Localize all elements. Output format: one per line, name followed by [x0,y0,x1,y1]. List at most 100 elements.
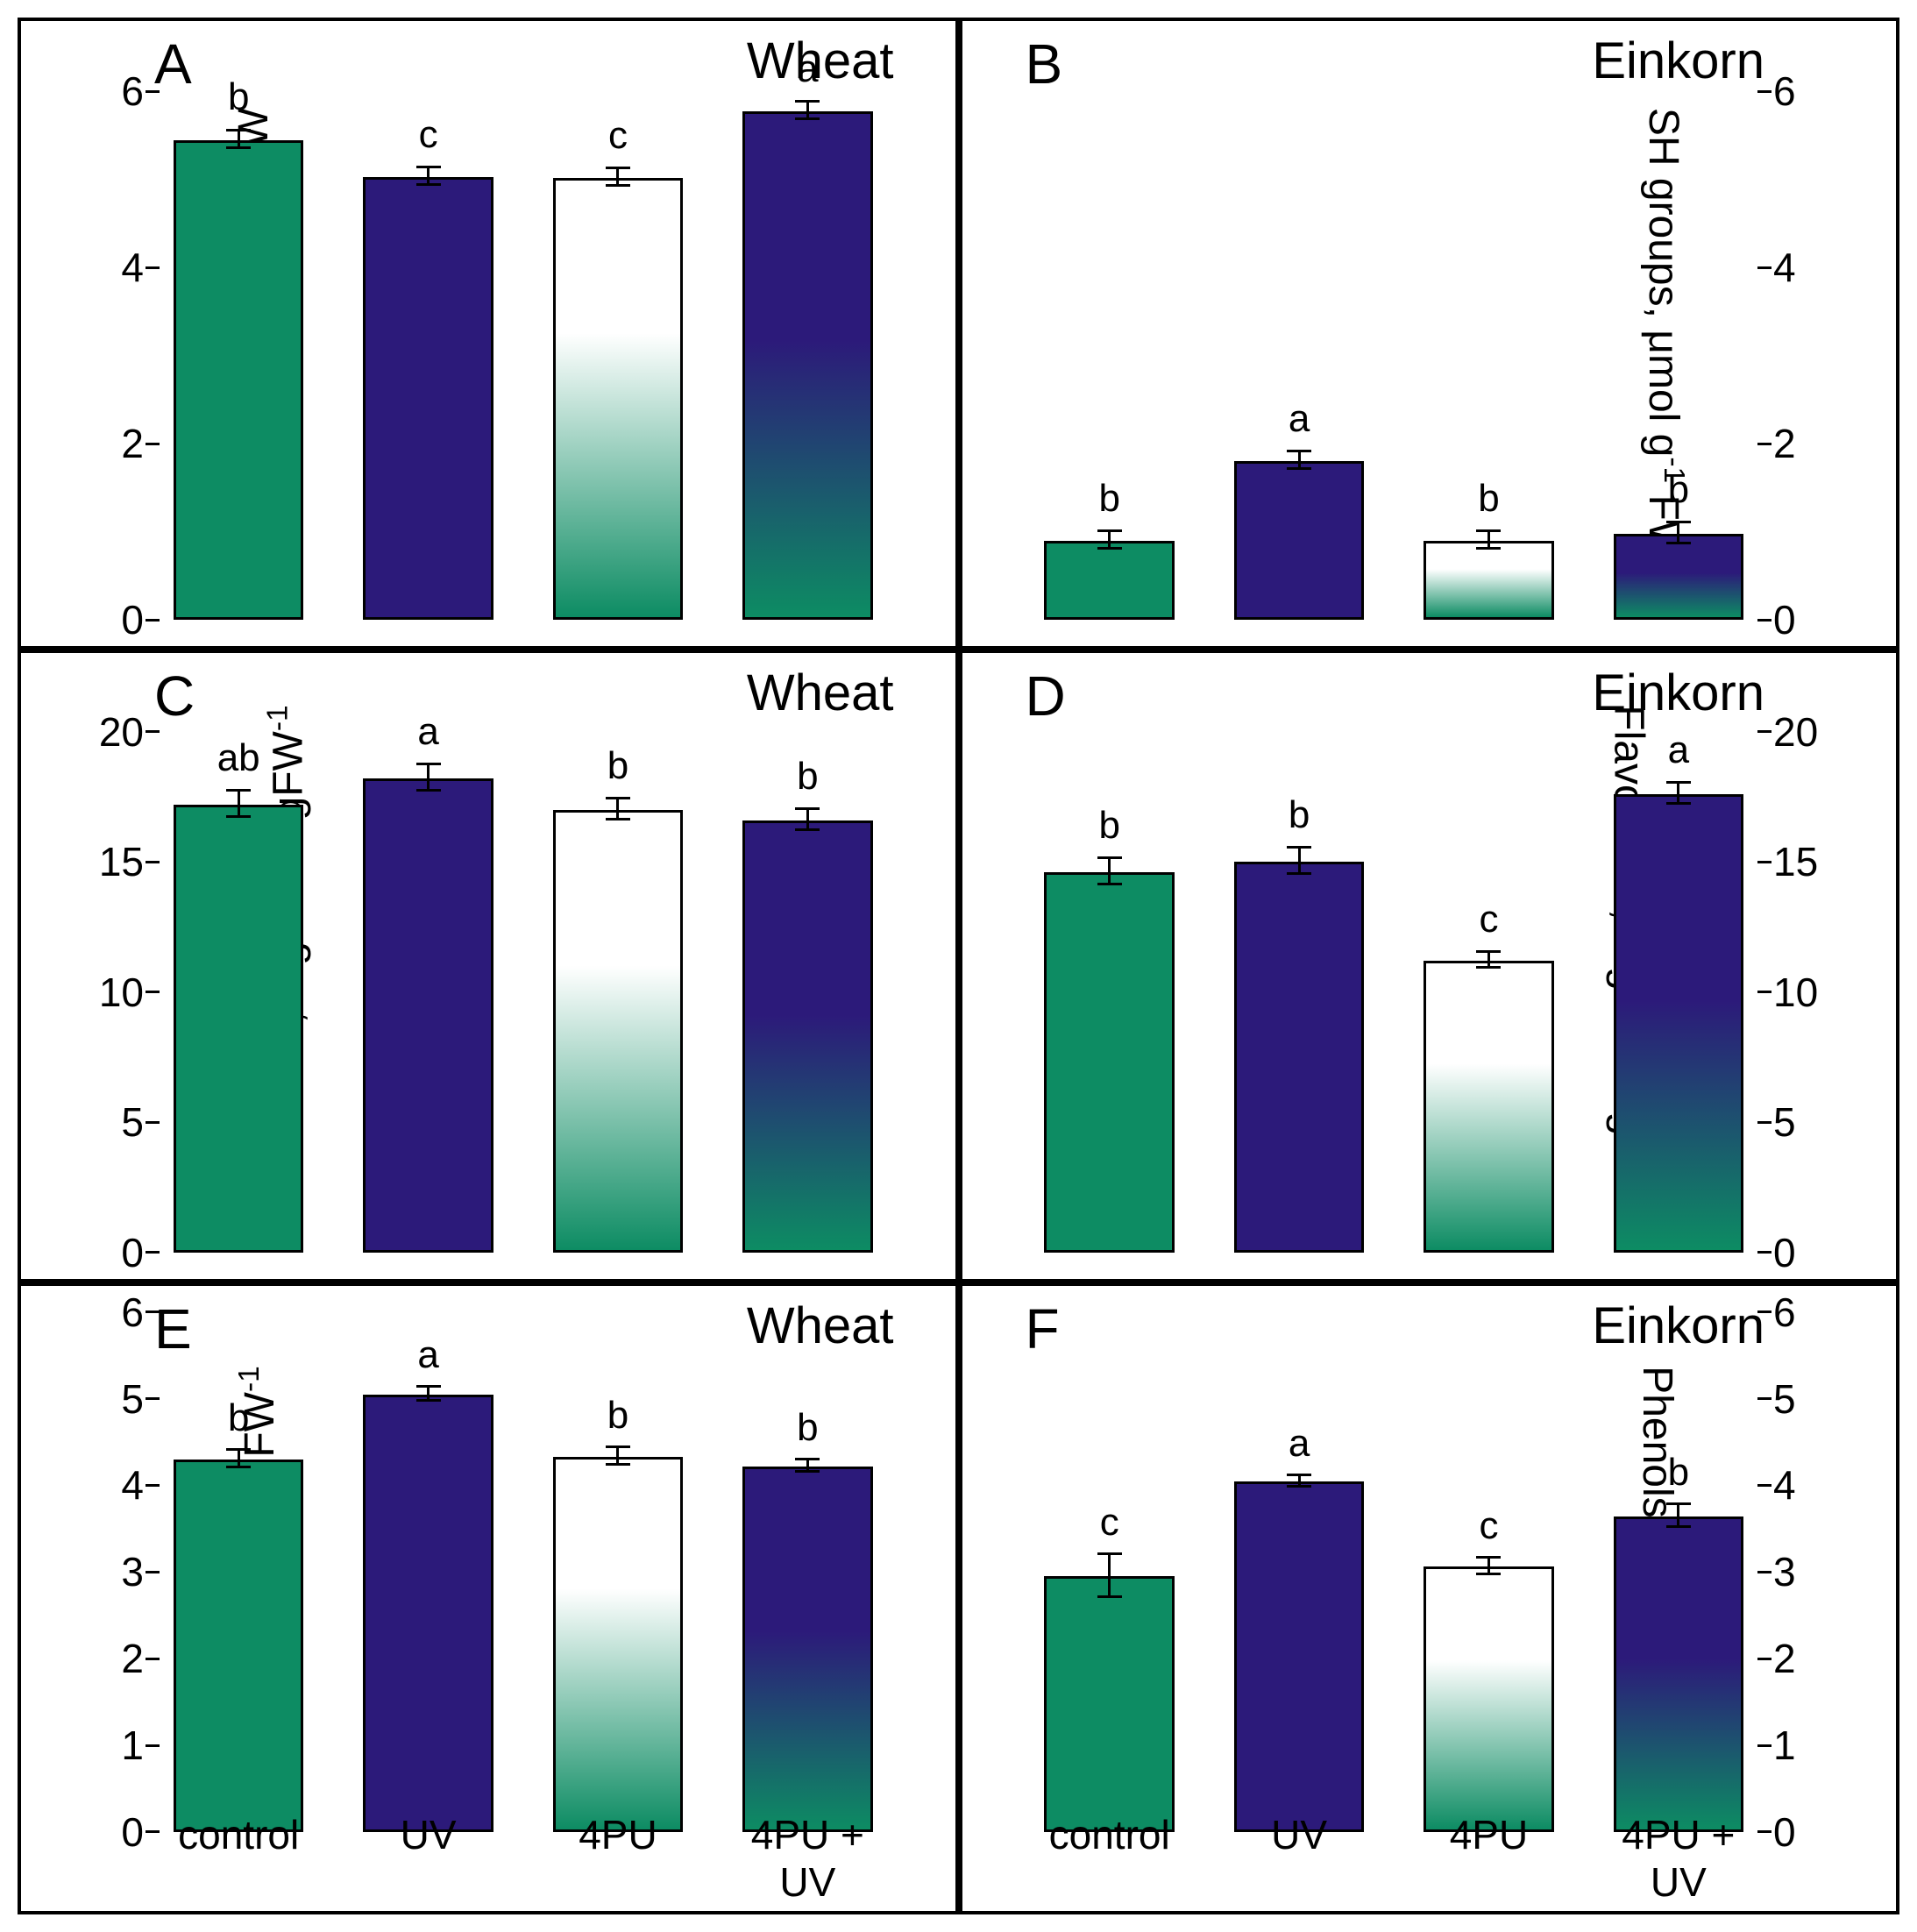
bar-group: b [1026,47,1192,620]
y-ticks: 0246 [1773,47,1824,620]
x-axis-labels: controlUV4PU4PU + UV [1015,1811,1774,1906]
panel-F: Phenols, μmol GA gFW-10123456cacbFEinkor… [959,1282,1900,1914]
y-tick-label: 3 [93,1548,144,1595]
error-cap [1097,547,1122,550]
significance-label: a [1289,1422,1310,1466]
plot-area: bcca [144,47,903,620]
bar-group: b [1595,47,1762,620]
y-tick-label: 5 [93,1375,144,1423]
error-cap [1666,1525,1691,1528]
bar-group: b [1216,679,1382,1252]
bar-group: a [724,47,891,620]
error-cap [1097,856,1122,859]
bar-group: b [535,679,701,1252]
y-tick-label: 2 [1773,1635,1824,1682]
bars-container: babb [1015,47,1774,620]
bar [1424,541,1554,620]
bar-group: b [724,679,891,1252]
bars-container: ababb [144,679,903,1252]
bar [174,1460,304,1832]
error-cap [1287,872,1311,875]
significance-label: ab [217,736,260,780]
panel-letter: D [1026,664,1066,728]
error-cap [606,797,630,799]
plot-area: babb [1015,47,1774,620]
y-tick-label: 6 [93,67,144,115]
error-cap [416,763,441,765]
error-cap [226,146,251,149]
panel-title: Wheat [747,664,894,722]
bars-container: bcca [144,47,903,620]
error-cap [1666,542,1691,544]
y-ticks: 0123456 [93,1312,144,1832]
significance-label: b [1098,804,1119,848]
significance-label: b [1668,1451,1689,1495]
significance-label: b [1478,477,1499,521]
bar [1614,1516,1744,1832]
significance-label: a [417,710,438,754]
error-cap [1097,1595,1122,1598]
bar [363,778,493,1252]
panel-D: Flavonoids, mg Rutin gFW-105101520bbcaDE… [959,650,1900,1282]
error-cap [1287,1474,1311,1476]
bar-group: b [1026,679,1192,1252]
y-tick-label: 20 [93,708,144,756]
significance-label: c [419,113,438,157]
error-cap [1476,529,1501,532]
significance-label: b [228,1396,249,1440]
error-cap [416,183,441,186]
error-cap [1476,966,1501,969]
error-bar [1108,859,1111,885]
significance-label: c [608,114,628,158]
error-cap [606,1445,630,1448]
error-cap [606,167,630,169]
y-tick-label: 0 [1773,1808,1824,1856]
error-cap [1666,1502,1691,1505]
y-tick-label: 0 [1773,1229,1824,1276]
error-cap [1287,450,1311,452]
plot-area: ababb [144,679,903,1252]
panel-letter: E [154,1296,192,1361]
bar [1044,541,1175,620]
bar [363,177,493,621]
x-tick-label: 4PU [1405,1811,1572,1906]
bar [174,140,304,621]
error-cap [795,1458,820,1460]
y-tick-label: 2 [1773,420,1824,467]
error-cap [795,828,820,831]
bars-container: cacb [1015,1312,1774,1832]
significance-label: a [417,1333,438,1377]
error-cap [1476,1573,1501,1575]
bar [1424,961,1554,1253]
panel-A: SH groups, μmol g-1 FW0246bccaAWheat [18,18,959,650]
bar [1614,794,1744,1253]
y-tick-label: 0 [1773,596,1824,643]
panel-C: Flavonoids, mg Rutin gFW-105101520ababbC… [18,650,959,1282]
y-tick-label: 10 [93,969,144,1016]
panel-letter: A [154,32,192,96]
error-cap [795,1470,820,1473]
x-tick-label: 4PU + UV [1595,1811,1762,1906]
error-cap [416,789,441,792]
significance-label: b [228,75,249,119]
plot-area: babb [144,1312,903,1832]
bar-group: a [1595,679,1762,1252]
error-cap [1287,846,1311,849]
figure-grid: SH groups, μmol g-1 FW0246bccaAWheatSH g… [18,18,1899,1914]
bar-group: b [1595,1312,1762,1832]
error-cap [226,1448,251,1451]
bar [742,111,873,620]
bar-group: b [535,1312,701,1832]
bar-group: c [1026,1312,1192,1832]
bar [1234,1481,1365,1832]
error-cap [606,1463,630,1466]
bar-group: a [1216,1312,1382,1832]
error-cap [1097,1552,1122,1555]
y-tick-label: 5 [93,1098,144,1146]
y-tick-label: 0 [93,1229,144,1276]
y-tick-label: 2 [93,420,144,467]
panel-letter: B [1026,32,1063,96]
panel-B: SH groups, μmol g-1 FW0246babbBEinkorn [959,18,1900,650]
y-tick-label: 15 [93,838,144,885]
error-cap [416,166,441,168]
